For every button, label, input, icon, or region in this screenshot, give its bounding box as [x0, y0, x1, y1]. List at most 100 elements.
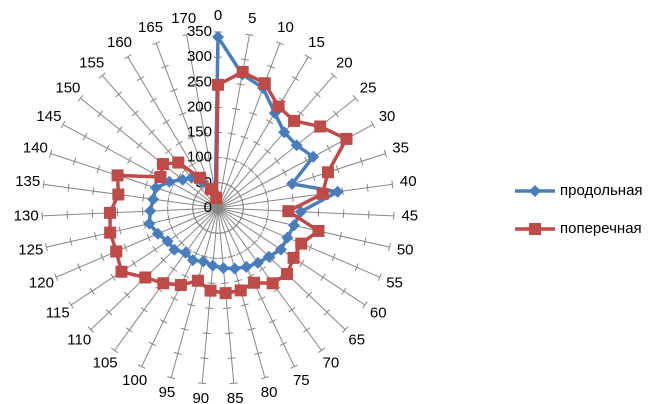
marker — [529, 223, 541, 235]
category-label: 90 — [192, 390, 209, 404]
tick-mark — [335, 165, 340, 174]
category-label: 165 — [138, 19, 163, 36]
tick-mark — [313, 91, 321, 98]
tick-mark — [279, 341, 288, 347]
category-label: 140 — [23, 140, 48, 157]
category-label: 95 — [159, 384, 176, 401]
tick-mark — [169, 223, 174, 232]
tick-mark — [275, 41, 284, 46]
tick-mark — [311, 172, 316, 181]
marker — [281, 231, 294, 244]
tick-mark — [326, 144, 332, 153]
tick-mark — [236, 83, 245, 86]
tick-mark — [167, 376, 176, 380]
y-tick-label: 100 — [187, 149, 212, 166]
marker — [529, 185, 541, 197]
tick-mark — [175, 140, 184, 146]
tick-mark — [131, 110, 139, 117]
category-label: 40 — [400, 173, 417, 190]
marker — [156, 158, 169, 171]
category-label: 35 — [392, 140, 409, 157]
tick-mark — [187, 303, 196, 307]
tick-mark — [362, 301, 368, 309]
tick-mark — [249, 111, 258, 116]
tick-mark — [175, 173, 182, 181]
tick-mark — [282, 168, 287, 177]
tick-mark — [67, 183, 70, 192]
legend-label: продольная — [560, 182, 643, 199]
tick-mark — [94, 231, 97, 240]
tick-mark — [148, 341, 157, 347]
tick-mark — [220, 282, 229, 284]
marker — [112, 188, 125, 201]
tick-mark — [173, 351, 182, 355]
marker — [340, 132, 353, 145]
tick-mark — [317, 347, 325, 354]
tick-mark — [204, 307, 214, 310]
marker — [143, 217, 156, 230]
category-label: 5 — [248, 10, 256, 27]
tick-mark — [180, 327, 189, 331]
tick-mark — [124, 54, 132, 60]
tick-mark — [259, 180, 265, 188]
tick-mark — [170, 266, 178, 272]
tick-mark — [264, 148, 271, 155]
category-label: 80 — [261, 384, 278, 401]
marker — [179, 246, 192, 259]
tick-mark — [225, 332, 234, 335]
tick-mark — [339, 231, 342, 240]
tick-mark — [297, 110, 305, 117]
tick-mark — [227, 254, 236, 259]
tick-mark — [168, 188, 172, 197]
tick-mark — [148, 129, 156, 136]
category-label: 145 — [36, 108, 61, 125]
tick-mark — [240, 58, 249, 61]
category-label: 135 — [15, 173, 40, 190]
category-label: 170 — [171, 10, 196, 27]
marker — [217, 262, 230, 275]
tick-mark — [257, 232, 263, 240]
marker — [172, 156, 185, 169]
tick-mark — [229, 382, 238, 385]
tick-mark — [110, 273, 116, 281]
spoke — [42, 207, 219, 217]
spoke — [80, 97, 219, 209]
tick-mark — [72, 157, 77, 166]
tick-mark — [265, 119, 274, 125]
marker — [307, 150, 320, 163]
tick-mark — [359, 157, 364, 166]
tick-mark — [247, 327, 256, 331]
tick-mark — [77, 94, 84, 102]
tick-mark — [45, 243, 48, 252]
tick-mark — [98, 72, 106, 79]
tick-mark — [264, 188, 268, 197]
category-label: 55 — [386, 274, 403, 291]
spoke — [217, 207, 390, 248]
tick-mark — [267, 64, 275, 69]
tick-mark — [291, 76, 300, 81]
spoke — [217, 97, 356, 209]
tick-mark — [100, 253, 105, 262]
tick-mark — [178, 239, 185, 246]
tick-mark — [178, 111, 187, 116]
tick-mark — [48, 149, 53, 158]
tick-mark — [131, 259, 137, 268]
marker — [197, 255, 210, 268]
tick-mark — [245, 33, 254, 37]
tick-mark — [222, 157, 232, 160]
spoke — [155, 43, 219, 209]
marker — [278, 126, 291, 139]
tick-mark — [167, 215, 171, 224]
marker — [288, 114, 301, 127]
tick-mark — [257, 296, 266, 301]
marker — [176, 173, 189, 186]
tick-mark — [251, 239, 258, 246]
marker — [151, 227, 164, 240]
tick-mark — [288, 306, 296, 313]
spoke — [101, 75, 219, 209]
tick-mark — [160, 256, 167, 264]
tick-mark — [187, 135, 196, 140]
tick-mark — [200, 132, 209, 135]
tick-mark — [181, 273, 190, 279]
tick-mark — [204, 157, 214, 160]
